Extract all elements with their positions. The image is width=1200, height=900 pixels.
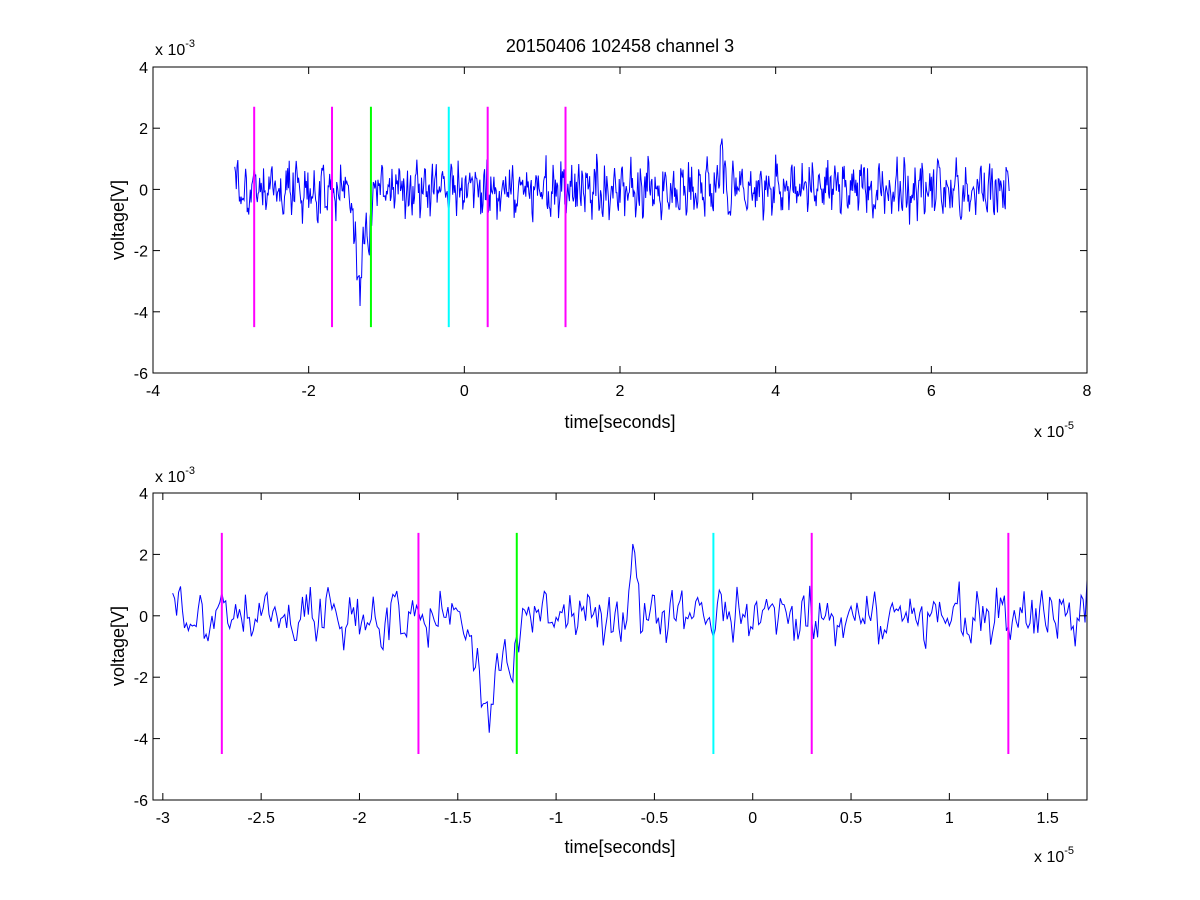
- bottom-x-tick-label-4: -1: [549, 810, 563, 827]
- figure-title: 20150406 102458 channel 3: [506, 36, 734, 56]
- top-y-tick-label-0: -6: [134, 366, 148, 383]
- bottom-y-tick-label-1: -4: [134, 732, 148, 749]
- bottom-x-tick-label-9: 1.5: [1037, 810, 1059, 827]
- bottom-x-tick-label-1: -2.5: [247, 810, 275, 827]
- bottom-y-tick-label-0: -6: [134, 793, 148, 810]
- bottom-axes: -3 -2.5 -2 -1.5 -1 -0.5 0 0.5 1 1.5 -6 -4 -2 0 2 4 time…: [108, 465, 1088, 866]
- bottom-x-tick-label-0: -3: [156, 810, 170, 827]
- top-x-tick-label-0: -4: [146, 383, 160, 400]
- bottom-x-exponent: x 10-5: [1034, 845, 1074, 866]
- top-y-tick-label-2: -2: [134, 244, 148, 261]
- top-x-exponent-base: x 10: [1034, 424, 1064, 441]
- top-x-axis-label: time[seconds]: [564, 412, 675, 432]
- bottom-y-tick-label-2: -2: [134, 670, 148, 687]
- bottom-y-tick-label-5: 4: [139, 486, 148, 503]
- bottom-x-tick-label-6: 0: [748, 810, 757, 827]
- bottom-y-exponent-base: x 10: [155, 469, 185, 486]
- top-x-tick-label-5: 6: [927, 383, 936, 400]
- bottom-y-exponent-power: -3: [185, 465, 195, 477]
- top-x-tick-label-3: 2: [616, 383, 625, 400]
- top-x-tick-label-4: 4: [771, 383, 780, 400]
- top-y-exponent-power: -3: [185, 38, 195, 50]
- bottom-axes-box: [152, 492, 1088, 801]
- bottom-x-tick-label-7: 0.5: [840, 810, 862, 827]
- bottom-y-axis-label: voltage[V]: [108, 606, 128, 686]
- bottom-x-tick-label-5: -0.5: [641, 810, 669, 827]
- top-axes-box: [152, 66, 1088, 374]
- bottom-x-exponent-base: x 10: [1034, 849, 1064, 866]
- top-y-exponent: x 10-3: [155, 38, 195, 59]
- bottom-ticks: -3 -2.5 -2 -1.5 -1 -0.5 0 0.5 1 1.5 -6 -4 -2 0 2 4: [134, 486, 1087, 827]
- top-x-tick-label-6: 8: [1083, 383, 1092, 400]
- top-y-tick-label-1: -4: [134, 305, 148, 322]
- top-signal-series-0: [234, 138, 1010, 306]
- bottom-x-tick-label-2: -2: [352, 810, 366, 827]
- top-y-tick-label-4: 2: [139, 121, 148, 138]
- bottom-y-exponent: x 10-3: [155, 465, 195, 486]
- bottom-x-exponent-power: -5: [1064, 845, 1074, 857]
- bottom-x-axis-label: time[seconds]: [564, 837, 675, 857]
- top-y-exponent-base: x 10: [155, 42, 185, 59]
- top-x-exponent-power: -5: [1064, 420, 1074, 432]
- top-plot-area: [234, 106, 1010, 328]
- bottom-x-tick-label-3: -1.5: [444, 810, 472, 827]
- bottom-y-tick-label-4: 2: [139, 547, 148, 564]
- bottom-y-tick-label-3: 0: [139, 609, 148, 626]
- top-x-tick-label-2: 0: [460, 383, 469, 400]
- top-y-axis-label: voltage[V]: [108, 180, 128, 260]
- bottom-signal-series-0: [172, 543, 1087, 733]
- top-x-exponent: x 10-5: [1034, 420, 1074, 441]
- top-y-tick-label-3: 0: [139, 182, 148, 199]
- top-y-tick-label-5: 4: [139, 60, 148, 77]
- bottom-x-tick-label-8: 1: [945, 810, 954, 827]
- top-x-tick-label-1: -2: [302, 383, 316, 400]
- bottom-plot-area: [172, 532, 1087, 754]
